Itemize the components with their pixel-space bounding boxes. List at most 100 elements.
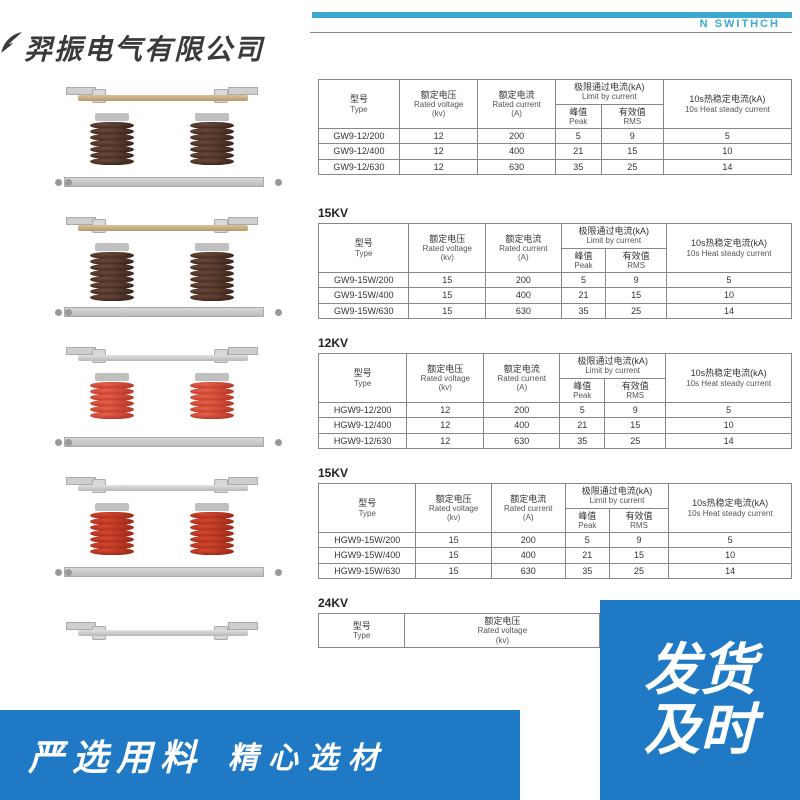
cell: 15 [409, 303, 486, 318]
col-r-cn: 有效值 [605, 107, 660, 117]
header-label: N SWITHCH [700, 18, 780, 30]
cell: 5 [560, 403, 605, 418]
cell: 15 [409, 288, 486, 303]
cell: 14 [666, 303, 791, 318]
cell: GW9-12/630 [319, 159, 400, 174]
table-row: GW9-15W/63015630352514 [319, 303, 792, 318]
cell: 5 [555, 129, 601, 144]
table-row: HGW9-12/63012630352514 [319, 433, 792, 448]
table-row: HGW9-15W/20015200595 [319, 533, 792, 548]
col-a-en: Rated current [489, 244, 557, 253]
cell: 25 [605, 433, 666, 448]
cell: HGW9-12/200 [319, 403, 407, 418]
col-lim-cn: 极限通过电流(kA) [565, 226, 663, 236]
cell: 14 [663, 159, 791, 174]
col-type-cn: 型号 [322, 621, 401, 631]
cell: 630 [491, 563, 565, 578]
spec-section-4: 15KV 型号Type 额定电压Rated voltage(kv) 额定电流Ra… [18, 466, 792, 588]
cell: 200 [486, 273, 561, 288]
spec-section-3: 12KV 型号Type 额定电压Rated voltage(kv) 额定电流Ra… [18, 336, 792, 458]
col-lim-en: Limit by current [559, 92, 660, 101]
cell: 21 [565, 548, 609, 563]
col-p-en: Peak [559, 117, 598, 126]
cell: 5 [666, 273, 791, 288]
cell: HGW9-15W/630 [319, 563, 416, 578]
kv-label-3: 12KV [318, 336, 792, 350]
col-r-en: RMS [613, 521, 665, 530]
col-v-unit: (kv) [419, 513, 487, 522]
col-p-cn: 峰值 [559, 107, 598, 117]
cell: 15 [416, 533, 491, 548]
spec-table-1: 型号Type 额定电压Rated voltage(kv) 额定电流Rated c… [318, 79, 792, 175]
product-image-3 [18, 336, 310, 458]
cell: 10 [669, 548, 792, 563]
feather-icon [0, 30, 24, 56]
col-v-en: Rated voltage [410, 374, 480, 383]
banner-left: 严选用料 精心选材 [0, 710, 520, 800]
col-h-cn: 10s热稳定电流(kA) [672, 498, 788, 508]
cell: GW9-12/200 [319, 129, 400, 144]
cell: 25 [606, 303, 667, 318]
cell: 10 [666, 288, 791, 303]
cell: 15 [606, 288, 667, 303]
col-a-en: Rated current [481, 100, 551, 109]
table-row: GW9-15W/40015400211510 [319, 288, 792, 303]
cell: 5 [565, 533, 609, 548]
banner-text-b: 精心选材 [228, 733, 388, 777]
col-v-en: Rated voltage [412, 244, 482, 253]
col-p-en: Peak [565, 261, 603, 270]
cell: 630 [486, 303, 561, 318]
cell: 9 [606, 273, 667, 288]
col-r-en: RMS [605, 117, 660, 126]
col-h-cn: 10s热稳定电流(kA) [667, 94, 788, 104]
col-v-cn: 额定电压 [419, 494, 487, 504]
cell: HGW9-15W/400 [319, 548, 416, 563]
col-v-unit: (kv) [410, 383, 480, 392]
table-row: GW9-12/20012200595 [319, 129, 792, 144]
col-type-cn: 型号 [322, 368, 403, 378]
table-row: GW9-12/40012400211510 [319, 144, 792, 159]
spec-section-1: 型号Type 额定电压Rated voltage(kv) 额定电流Rated c… [18, 76, 792, 198]
cell: 200 [491, 533, 565, 548]
col-v-cn: 额定电压 [408, 616, 596, 626]
cell: 15 [605, 418, 666, 433]
spec-table-2: 型号Type 额定电压Rated voltage(kv) 额定电流Rated c… [318, 223, 792, 319]
spec-table-4: 型号Type 额定电压Rated voltage(kv) 额定电流Rated c… [318, 483, 792, 579]
col-h-en: 10s Heat steady current [670, 249, 788, 258]
product-image-1 [18, 76, 310, 198]
cell: 14 [669, 563, 792, 578]
col-lim-en: Limit by current [563, 366, 662, 375]
cell: 9 [605, 403, 666, 418]
col-v-unit: (kv) [408, 636, 596, 645]
col-v-cn: 额定电压 [412, 234, 482, 244]
cell: 35 [560, 433, 605, 448]
cell: 630 [478, 159, 555, 174]
cell: 5 [663, 129, 791, 144]
cell: GW9-12/400 [319, 144, 400, 159]
kv-label-4: 15KV [318, 466, 792, 480]
col-a-en: Rated current [487, 374, 556, 383]
col-r-en: RMS [608, 391, 662, 400]
cell: 15 [416, 548, 491, 563]
col-lim-en: Limit by current [569, 496, 665, 505]
cell: 14 [666, 433, 792, 448]
col-h-cn: 10s热稳定电流(kA) [669, 368, 788, 378]
cell: GW9-15W/200 [319, 273, 409, 288]
cell: 15 [601, 144, 663, 159]
cell: 21 [555, 144, 601, 159]
col-h-en: 10s Heat steady current [669, 379, 788, 388]
cell: 25 [601, 159, 663, 174]
cell: 15 [409, 273, 486, 288]
cell: 35 [555, 159, 601, 174]
kv-label-2: 15KV [318, 206, 792, 220]
col-a-unit: (A) [489, 253, 557, 262]
cell: 15 [609, 548, 668, 563]
col-type-en: Type [322, 105, 396, 114]
cell: 200 [478, 129, 555, 144]
cell: 200 [484, 403, 560, 418]
table-row: GW9-15W/20015200595 [319, 273, 792, 288]
cell: 15 [416, 563, 491, 578]
product-image-5 [18, 596, 310, 656]
col-v-en: Rated voltage [408, 626, 596, 635]
cell: 400 [484, 418, 560, 433]
